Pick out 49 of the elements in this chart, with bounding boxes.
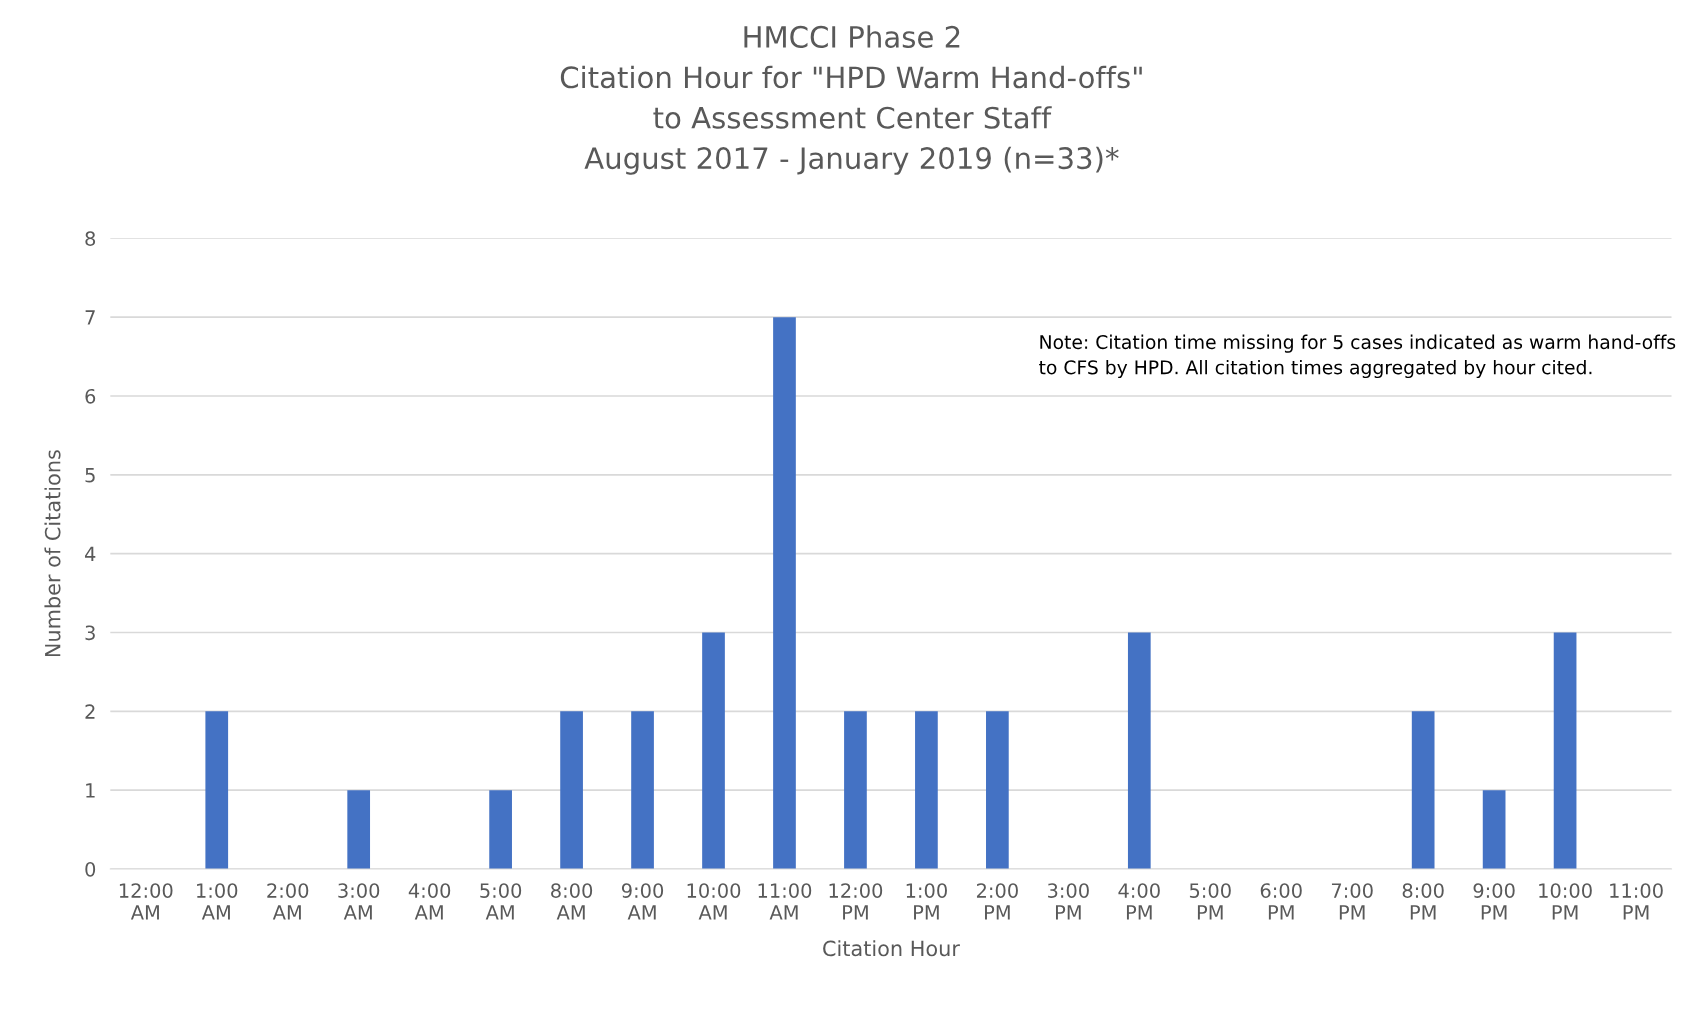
- bar: [347, 790, 371, 869]
- annotation: Note: Citation time missing for 5 cases indicated as warm hand-offs to CFS by HPD. All citation times aggregated by hour cited.: [1039, 334, 1676, 379]
- bar: [1553, 632, 1577, 869]
- bar: [1482, 790, 1506, 869]
- y-tick-label: 4: [85, 546, 96, 562]
- x-tick-label: 7:00 PM: [1331, 883, 1373, 920]
- x-tick-label: 10:00 AM: [687, 883, 741, 920]
- x-tick-label: 1:00 PM: [906, 883, 947, 920]
- y-tick-label: 7: [85, 310, 95, 325]
- x-tick-label: 4:00 AM: [408, 883, 451, 920]
- bar: [1127, 632, 1151, 869]
- x-tick-label: 2:00 AM: [267, 883, 309, 920]
- y-tick-label: 2: [85, 704, 95, 719]
- bar: [205, 711, 229, 869]
- bar: [773, 317, 796, 869]
- x-tick-label: 1:00 AM: [197, 883, 238, 920]
- bar: [915, 711, 938, 869]
- x-tick-label: 6:00 PM: [1260, 883, 1302, 920]
- x-tick-label: 10:00 PM: [1539, 883, 1592, 920]
- x-tick-label: 8:00 AM: [551, 883, 593, 920]
- x-tick-label: 11:00 PM: [1610, 883, 1663, 920]
- bar: [560, 711, 583, 869]
- bar: [986, 711, 1009, 869]
- x-tick-label: 12:00 AM: [119, 883, 173, 920]
- x-axis-title: Citation Hour: [823, 940, 960, 957]
- x-tick-label: 8:00 PM: [1402, 883, 1444, 920]
- bar: [844, 711, 867, 869]
- bar: [631, 711, 654, 869]
- y-tick-label: 0: [85, 861, 96, 877]
- y-axis-title: Number of Citations: [44, 450, 61, 657]
- bar: [1411, 711, 1435, 869]
- x-tick-label: 3:00 AM: [338, 883, 380, 920]
- x-tick-label: 4:00 PM: [1118, 883, 1160, 920]
- x-tick-label: 9:00 AM: [621, 883, 664, 920]
- y-tick-label: 5: [85, 468, 95, 483]
- y-tick-label: 8: [85, 231, 96, 246]
- x-tick-label: 9:00 PM: [1473, 883, 1515, 920]
- y-tick-label: 1: [86, 783, 95, 798]
- y-tick-label: 6: [85, 388, 96, 404]
- x-tick-label: 5:00 AM: [480, 883, 522, 920]
- y-tick-label: 3: [85, 625, 95, 641]
- chart-title: HMCCI Phase 2 Citation Hour for "HPD Warm Hand-offs" to Assessment Center Staff August 2017 - January 2019 (n=33)*: [560, 25, 1142, 175]
- bar: [489, 790, 512, 869]
- x-tick-label: 12:00 PM: [829, 883, 883, 920]
- bar: [702, 632, 725, 869]
- x-tick-label: 5:00 PM: [1189, 883, 1231, 920]
- x-tick-label: 3:00 PM: [1047, 883, 1089, 920]
- x-tick-label: 2:00 PM: [976, 883, 1018, 920]
- x-tick-label: 11:00 AM: [758, 883, 812, 920]
